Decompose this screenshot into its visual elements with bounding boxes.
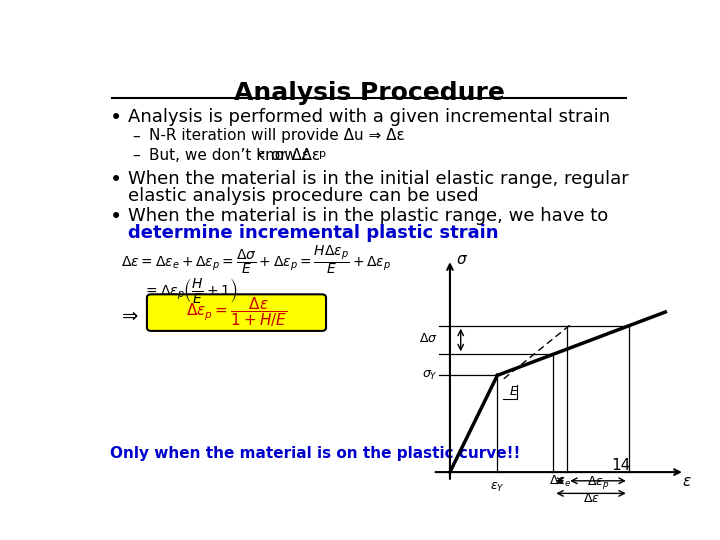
- Text: $\Delta\varepsilon_p$: $\Delta\varepsilon_p$: [587, 474, 609, 491]
- Text: e: e: [258, 149, 264, 159]
- Text: •: •: [109, 207, 122, 227]
- Text: Only when the material is on the plastic curve!!: Only when the material is on the plastic…: [109, 446, 520, 461]
- Text: elastic analysis procedure can be used: elastic analysis procedure can be used: [128, 187, 479, 205]
- Text: 14: 14: [611, 458, 630, 473]
- Text: $\Delta\varepsilon_p = \dfrac{\Delta\varepsilon}{1+H/E}$: $\Delta\varepsilon_p = \dfrac{\Delta\var…: [186, 295, 287, 329]
- Text: Analysis is performed with a given incremental strain: Analysis is performed with a given incre…: [128, 109, 610, 126]
- Text: But, we don’t know Δε: But, we don’t know Δε: [148, 148, 320, 163]
- Text: When the material is in the initial elastic range, regular: When the material is in the initial elas…: [128, 170, 629, 187]
- Text: $\sigma_Y$: $\sigma_Y$: [422, 369, 438, 382]
- FancyBboxPatch shape: [147, 294, 326, 331]
- Text: Analysis Procedure: Analysis Procedure: [233, 82, 505, 105]
- Text: When the material is in the plastic range, we have to: When the material is in the plastic rang…: [128, 207, 608, 225]
- Text: or Δε: or Δε: [266, 148, 310, 163]
- Text: $\Delta\sigma$: $\Delta\sigma$: [419, 332, 438, 345]
- Text: $\Delta\varepsilon_e$: $\Delta\varepsilon_e$: [549, 474, 572, 489]
- Text: •: •: [109, 170, 122, 190]
- Text: determine incremental plastic strain: determine incremental plastic strain: [128, 225, 498, 242]
- Text: p: p: [319, 149, 325, 159]
- Text: $\varepsilon$: $\varepsilon$: [682, 474, 692, 489]
- Text: $\sigma$: $\sigma$: [456, 252, 469, 267]
- Text: $\Delta\varepsilon = \Delta\varepsilon_e + \Delta\varepsilon_p = \dfrac{\Delta\s: $\Delta\varepsilon = \Delta\varepsilon_e…: [121, 243, 391, 275]
- Text: $\varepsilon_Y$: $\varepsilon_Y$: [490, 481, 505, 494]
- Text: N-R iteration will provide Δu ⇒ Δε: N-R iteration will provide Δu ⇒ Δε: [148, 129, 405, 144]
- Text: ⇒: ⇒: [122, 307, 139, 326]
- Text: $E$: $E$: [509, 386, 519, 399]
- Text: –: –: [132, 148, 140, 163]
- Text: $\Delta\varepsilon$: $\Delta\varepsilon$: [582, 492, 600, 505]
- Text: •: •: [109, 109, 122, 129]
- Text: –: –: [132, 129, 140, 144]
- Text: $= \Delta\varepsilon_p\left(\dfrac{H}{E}+1\right)$: $= \Delta\varepsilon_p\left(\dfrac{H}{E}…: [143, 276, 238, 305]
